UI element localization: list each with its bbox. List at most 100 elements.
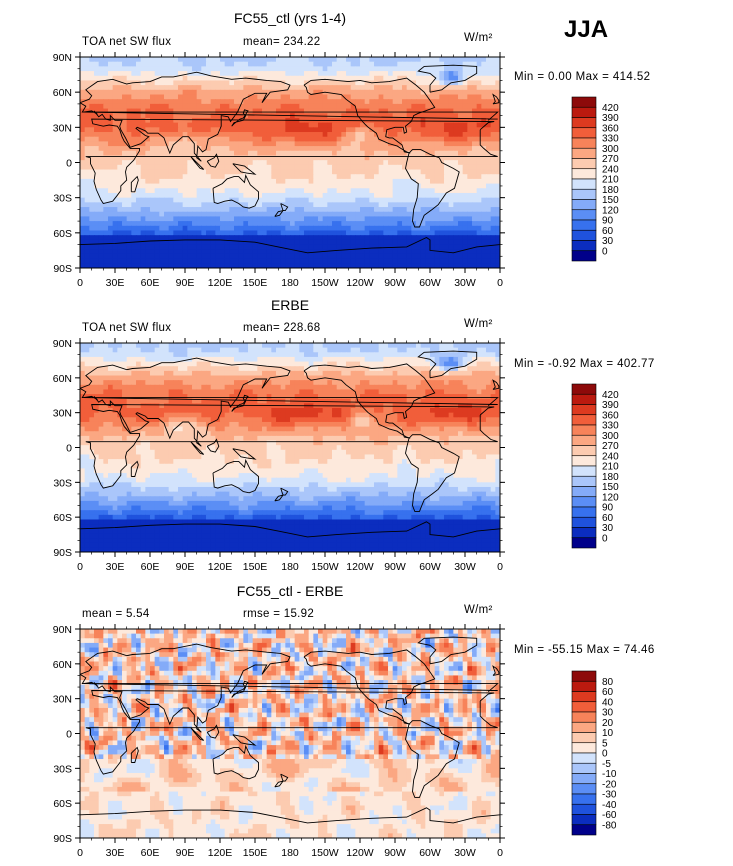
map-cell	[164, 197, 170, 203]
map-cell	[252, 370, 258, 377]
map-cell	[406, 188, 412, 194]
map-cell	[318, 356, 324, 363]
map-cell	[392, 375, 398, 381]
map-cell	[126, 141, 132, 147]
map-cell	[290, 122, 296, 128]
map-cell	[271, 66, 277, 72]
map-cell	[126, 352, 132, 358]
map-cell	[294, 99, 300, 105]
map-cell	[360, 113, 366, 119]
map-cell	[257, 160, 263, 166]
map-cell	[481, 108, 487, 114]
map-cell	[131, 136, 137, 142]
map-cell	[94, 164, 100, 171]
lon-tick-label: 30W	[454, 277, 476, 289]
map-cell	[280, 160, 286, 166]
map-cell	[467, 71, 473, 77]
map-cell	[103, 356, 109, 363]
map-cell	[178, 150, 184, 157]
map-cell	[238, 99, 244, 105]
map-cell	[187, 343, 193, 349]
map-cell	[215, 249, 221, 255]
map-cell	[490, 343, 496, 349]
map-cell	[364, 85, 370, 91]
map-cell	[476, 160, 482, 166]
map-cell	[402, 113, 408, 119]
map-cell	[271, 370, 277, 377]
map-cell	[201, 89, 207, 96]
map-cell	[360, 141, 366, 147]
map-cell	[350, 132, 356, 138]
map-cell	[168, 89, 174, 96]
map-cell	[490, 174, 496, 180]
map-cell	[490, 183, 496, 189]
map-cell	[332, 235, 338, 241]
map-cell	[425, 239, 431, 246]
map-cell	[402, 94, 408, 100]
map-cell	[276, 94, 282, 100]
map-cell	[462, 366, 468, 372]
map-cell	[89, 221, 95, 227]
map-cell	[299, 108, 305, 114]
map-cell	[159, 211, 165, 218]
map-cell	[154, 122, 160, 128]
map-cell	[355, 221, 361, 227]
map-cell	[271, 235, 277, 241]
map-cell	[173, 370, 179, 377]
map-cell	[140, 94, 146, 100]
map-cell	[178, 127, 184, 133]
map-cell	[112, 343, 118, 349]
map-cell	[126, 122, 132, 128]
map-cell	[117, 150, 123, 157]
map-cell	[112, 169, 118, 175]
map-cell	[243, 80, 249, 86]
map-cell	[299, 207, 305, 213]
map-cell	[332, 352, 338, 358]
map-cell	[84, 66, 90, 72]
map-cell	[458, 89, 464, 96]
map-cell	[159, 178, 165, 185]
map-cell	[411, 71, 417, 77]
map-cell	[238, 370, 244, 377]
map-cell	[201, 57, 207, 63]
map-cell	[178, 178, 184, 185]
map-cell	[145, 202, 151, 208]
map-cell	[122, 202, 128, 208]
map-cell	[430, 164, 436, 171]
map-cell	[103, 66, 109, 72]
map-cell	[416, 66, 422, 72]
map-cell	[252, 57, 258, 63]
map-cell	[252, 258, 258, 264]
map-cell	[444, 146, 450, 152]
map-cell	[490, 80, 496, 86]
map-cell	[224, 99, 230, 105]
map-cell	[206, 356, 212, 363]
map-cell	[416, 113, 422, 119]
map-cell	[126, 146, 132, 152]
map-cell	[411, 178, 417, 185]
map-cell	[332, 155, 338, 161]
map-cell	[420, 66, 426, 72]
map-cell	[173, 71, 179, 77]
map-cell	[364, 89, 370, 96]
map-cell	[336, 263, 342, 268]
map-cell	[453, 122, 459, 128]
map-cell	[299, 244, 305, 250]
map-cell	[248, 160, 254, 166]
map-cell	[434, 85, 440, 91]
map-cell	[229, 85, 235, 91]
map-cell	[89, 103, 95, 110]
map-cell	[420, 150, 426, 157]
map-cell	[434, 127, 440, 133]
map-cell	[290, 164, 296, 171]
map-cell	[453, 89, 459, 96]
map-cell	[444, 347, 450, 353]
map-cell	[467, 169, 473, 175]
map-cell	[355, 178, 361, 185]
map-cell	[173, 117, 179, 124]
map-cell	[168, 370, 174, 377]
map-cell	[117, 356, 123, 363]
colorbar-swatch	[571, 209, 597, 221]
map-cell	[406, 94, 412, 100]
map-cell	[224, 375, 230, 381]
